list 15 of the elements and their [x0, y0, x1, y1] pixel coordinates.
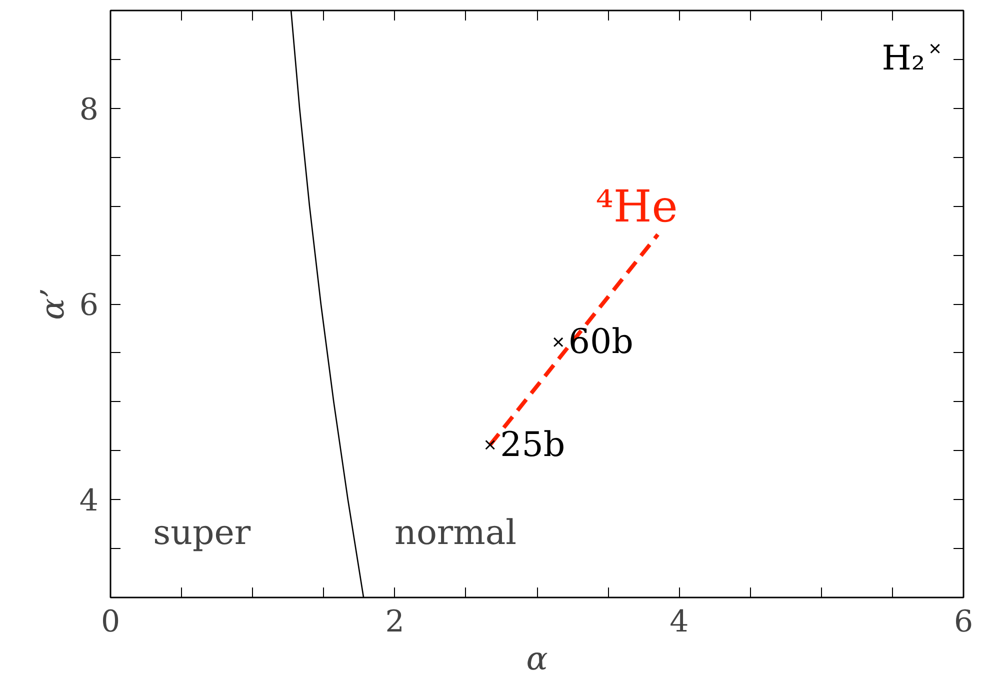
y-tick-label: 8	[79, 92, 99, 128]
y-axis-title: α’	[33, 288, 72, 320]
x-tick-label: 0	[100, 604, 120, 640]
x-tick-label: 2	[385, 604, 404, 640]
annotation: super	[153, 512, 252, 553]
y-tick-label: 6	[79, 288, 99, 323]
series-label: ⁴He	[596, 182, 678, 233]
x-tick-label: 6	[954, 604, 974, 640]
x-tick-label: 4	[670, 604, 689, 640]
series-label: 25b	[500, 424, 566, 465]
series-label: 60b	[568, 322, 634, 362]
legend-label: H₂	[882, 38, 926, 79]
y-tick-label: 4	[79, 484, 99, 519]
x-axis-title: α	[526, 640, 548, 678]
annotation: normal	[394, 512, 517, 553]
